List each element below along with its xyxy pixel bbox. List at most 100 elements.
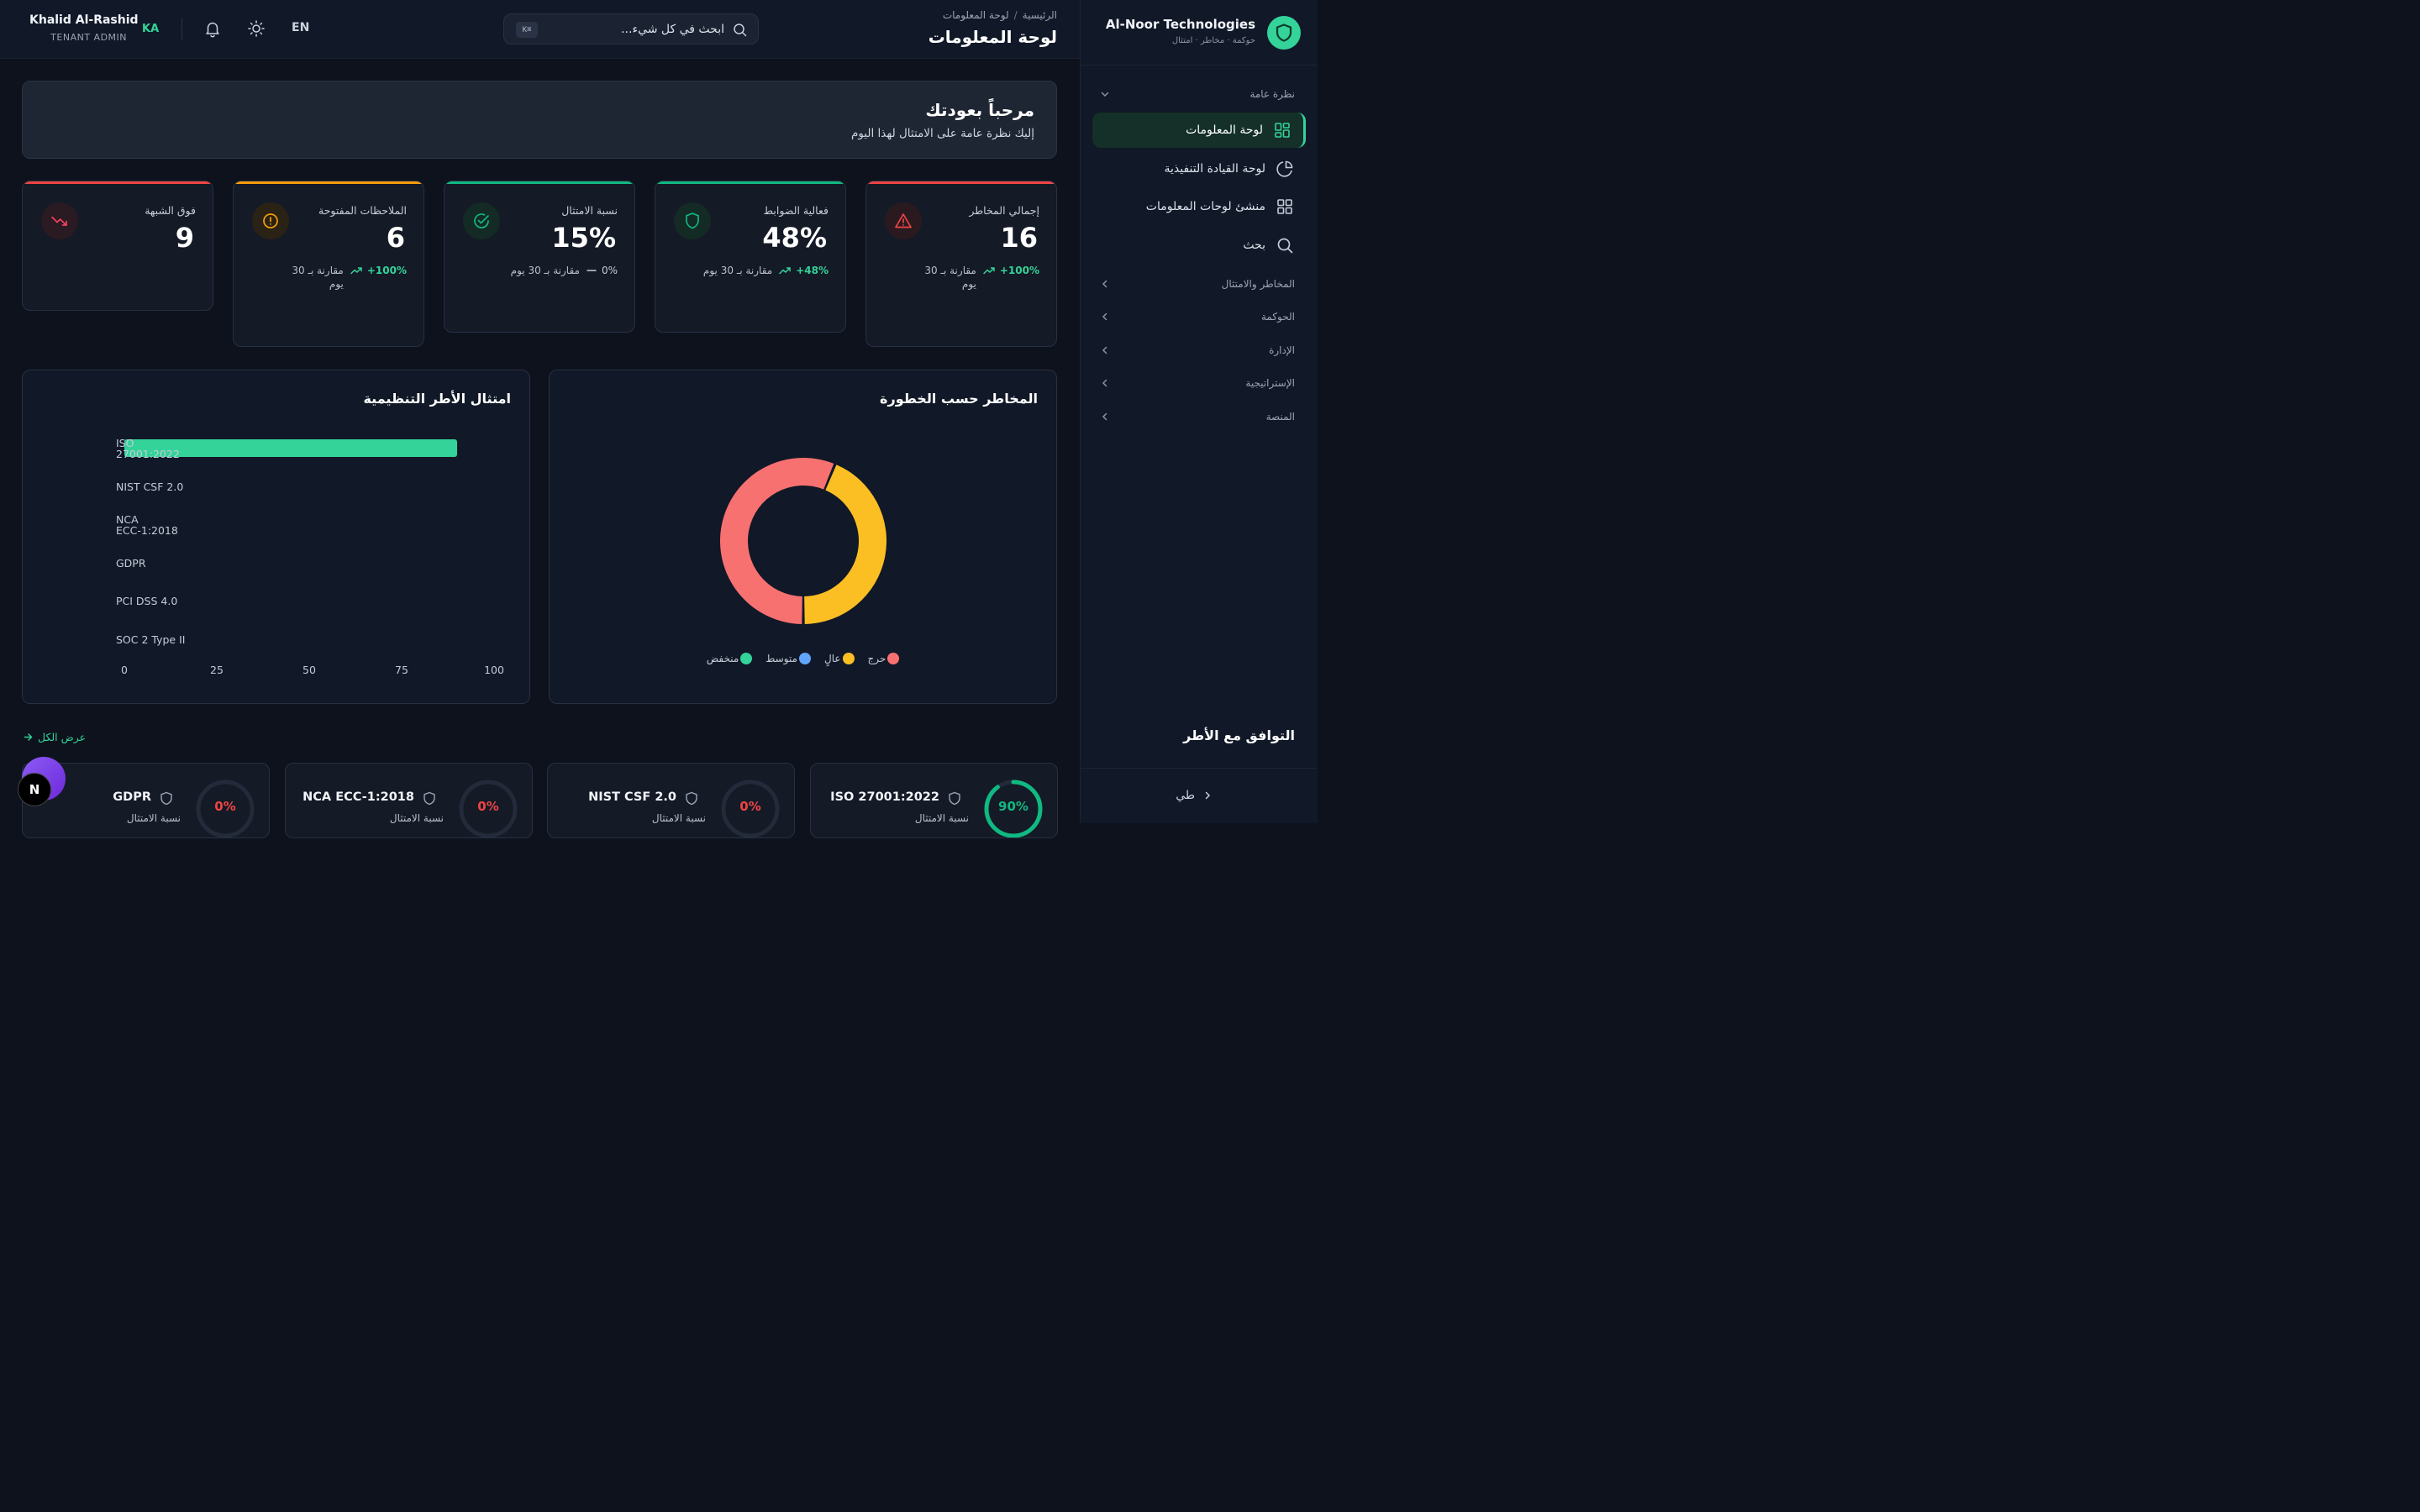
kpi-accent-bar [445,181,634,184]
kpi-compare: مقارنة بـ 30 يوم [702,265,773,276]
compliance-ring [459,780,518,837]
compliance-ring [196,780,255,837]
shield-icon [686,791,697,806]
page-title: لوحة المعلومات [928,27,1057,47]
framework-card[interactable]: 0% GDPR نسبة الامتثال [22,763,270,838]
kpi-above-suspicion[interactable]: فوق الشبهة 9 [22,181,213,311]
framework-compliance-panel: امتثال الأطر التنظيمية ISO 27001:2022 NIS… [22,370,530,704]
chevron-left-icon [1102,346,1107,354]
framework-card[interactable]: 0% NCA ECC-1:2018 نسبة الامتثال [285,763,533,838]
pie-chart-icon [1276,160,1293,177]
framework-name: NIST CSF 2.0 [588,790,676,804]
kpi-value: 15% [551,222,616,254]
user-avatar[interactable]: KA [142,23,160,35]
kpi-trend: +100% مقارنة بـ 30 يوم [924,264,1039,291]
sidebar-divider [1081,65,1318,66]
legend-item-medium[interactable]: متوسط [765,653,811,664]
breadcrumb-separator: / [1013,9,1018,21]
sidebar-item-label: لوحة المعلومات [1186,123,1263,137]
framework-name: ISO 27001:2022 [830,790,939,804]
ring-track [196,780,255,837]
legend-item-critical[interactable]: حرج [868,653,900,664]
x-tick-label: 25 [210,664,224,676]
sidebar-collapse-button[interactable]: طي [1176,789,1213,802]
bar [124,439,457,457]
kpi-compliance-rate[interactable]: نسبة الامتثال 15% 0% مقارنة بـ 30 يوم [444,181,635,333]
n-badge[interactable]: N [18,773,51,806]
kpi-total-risks[interactable]: إجمالي المخاطر 16 +100% مقارنة بـ 30 يوم [865,181,1057,347]
arrow-right-icon [24,733,33,741]
welcome-subtitle: إليك نظرة عامة على الامتثال لهذا اليوم [850,127,1034,140]
sidebar-item-dashboard[interactable]: لوحة المعلومات [1092,113,1306,148]
risk-legend: حرج عالٍ متوسط منخفض [550,653,1056,664]
x-tick-label: 50 [302,664,316,676]
brand-name: Al-Noor Technologies [1105,17,1255,32]
x-tick-label: 100 [484,664,504,676]
kpi-compare: مقارنة بـ 30 يوم [510,265,580,276]
compliance-ring [984,780,1043,837]
kpi-label: نسبة الامتثال [561,204,618,217]
sidebar-item-search[interactable]: بحث [1092,228,1306,263]
compliance-ring [721,780,780,837]
chevron-left-icon [1102,379,1107,387]
sidebar-group-administration[interactable]: الإدارة [1099,340,1295,360]
minus-icon [587,270,597,271]
breadcrumb-current: لوحة المعلومات [942,9,1009,21]
framework-card[interactable]: 0% NIST CSF 2.0 نسبة الامتثال [547,763,795,838]
legend-dot [887,653,900,664]
alert-triangle-icon [885,202,922,239]
framework-card[interactable]: 90% ISO 27001:2022 نسبة الامتثال [810,763,1058,838]
sidebar-item-label: بحث [1243,239,1265,252]
framework-name: NCA ECC-1:2018 [302,790,414,804]
framework-subtitle: نسبة الامتثال [389,812,444,824]
kpi-label: إجمالي المخاطر [969,204,1039,217]
user-role: TENANT ADMIN [50,32,127,43]
kpi-controls-effectiveness[interactable]: فعالية الضوابط 48% +48% مقارنة بـ 30 يوم [655,181,846,333]
chevron-down-icon [1101,92,1109,97]
legend-item-low[interactable]: منخفض [707,653,753,664]
sidebar-item-dashboard-builder[interactable]: منشئ لوحات المعلومات [1092,189,1306,224]
x-tick-label: 0 [121,664,128,676]
donut-slice [804,465,886,624]
sidebar-group-overview[interactable]: نظرة عامة [1099,84,1295,104]
kpi-compare: مقارنة بـ 30 يوم [292,265,344,290]
user-name[interactable]: Khalid Al-Rashid [29,13,139,27]
sidebar-group-label: الإدارة [1269,344,1295,356]
bell-icon[interactable] [203,19,222,38]
framework-percent: 0% [214,799,236,814]
global-search[interactable]: K⌘ [503,13,759,45]
sidebar-footer: طي [1081,768,1318,823]
breadcrumb: الرئيسية / لوحة المعلومات [943,9,1057,21]
sidebar-group-governance[interactable]: الحوكمة [1099,307,1295,327]
chevron-right-icon [1205,791,1211,800]
panel-title: المخاطر حسب الخطورة [880,391,1038,407]
sidebar-group-platform[interactable]: المنصة [1099,407,1295,427]
bar-category-label: GDPR [116,556,146,570]
kpi-value: 6 [386,222,405,254]
framework-subtitle: نسبة الامتثال [126,812,181,824]
brand[interactable]: Al-Noor Technologies حوكمة · مخاطر · امت… [1092,15,1301,52]
shield-icon [160,791,172,806]
legend-item-high[interactable]: عالٍ [824,653,855,664]
sidebar-group-risk-compliance[interactable]: المخاطر والامتثال [1099,274,1295,294]
dashboard-grid-icon [1275,123,1290,138]
legend-dot [740,653,753,664]
welcome-banner: مرحباً بعودتك إليك نظرة عامة على الامتثا… [22,81,1057,159]
sidebar-item-label: لوحة القيادة التنفيذية [1164,162,1265,176]
sidebar-item-executive[interactable]: لوحة القيادة التنفيذية [1092,151,1306,186]
search-icon [734,24,747,37]
risk-donut-chart [720,458,886,624]
chevron-left-icon [1102,280,1107,288]
ring-track [721,780,780,837]
kpi-accent-bar [23,181,213,184]
breadcrumb-home[interactable]: الرئيسية [1022,9,1057,21]
view-all-link[interactable]: عرض الكل [24,731,86,743]
panel-title: امتثال الأطر التنظيمية [363,391,511,407]
search-input[interactable] [556,21,724,38]
language-toggle[interactable]: EN [292,21,310,34]
sidebar-group-strategy[interactable]: الإستراتيجية [1099,373,1295,393]
kpi-accent-bar [866,181,1056,184]
kpi-open-findings[interactable]: الملاحظات المفتوحة 6 +100% مقارنة بـ 30 … [233,181,424,347]
kpi-trend: +100% مقارنة بـ 30 يوم [292,264,407,291]
sun-icon[interactable] [247,19,266,38]
